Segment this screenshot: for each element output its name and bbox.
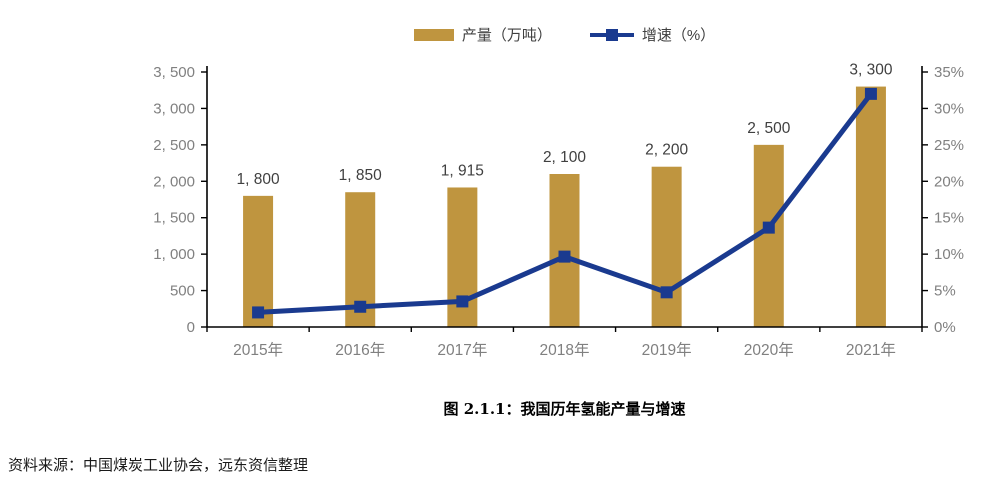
legend-label-growth: 增速（%） — [641, 26, 716, 44]
line-marker — [762, 221, 775, 234]
bar-value-label: 2, 200 — [645, 142, 688, 159]
legend-item-production: 产量（万吨） — [413, 26, 552, 44]
chart-svg: 1, 800 1, 850 1, 915 2, 100 2, 200 2, 500 3, 3… — [153, 62, 964, 359]
left-tick-label: 3, 500 — [153, 64, 195, 81]
left-tick-label: 3, 000 — [153, 100, 195, 117]
right-tick-label: 30% — [934, 100, 964, 117]
bar-value-label: 1, 915 — [441, 162, 484, 179]
chart-legend: 产量（万吨） 增速（%） — [207, 22, 922, 48]
right-tick-label: 5% — [934, 283, 956, 300]
left-tick-label: 500 — [170, 283, 195, 300]
bar — [243, 195, 274, 327]
bar — [651, 166, 682, 327]
right-tick-label: 20% — [934, 173, 964, 190]
line-marker — [558, 250, 571, 263]
bar-value-label: 2, 500 — [747, 120, 790, 137]
left-tick-label: 2, 000 — [153, 173, 195, 190]
right-tick-label: 25% — [934, 137, 964, 154]
left-tick-label: 2, 500 — [153, 137, 195, 154]
line-marker — [456, 295, 469, 308]
x-category-label: 2016年 — [335, 341, 385, 359]
right-tick-label: 10% — [934, 246, 964, 263]
left-tick-label: 0 — [187, 319, 195, 336]
bar-value-label: 1, 850 — [339, 167, 382, 184]
legend-label-production: 产量（万吨） — [461, 26, 552, 44]
x-category-label: 2015年 — [233, 341, 283, 359]
right-tick-label: 0% — [934, 319, 956, 336]
line-marker-swatch-icon — [589, 29, 634, 41]
line-marker — [660, 286, 673, 299]
bar-swatch-icon — [413, 29, 454, 41]
bar — [549, 174, 580, 327]
x-category-label: 2017年 — [437, 341, 487, 359]
right-tick-label: 35% — [934, 64, 964, 81]
line-marker — [354, 300, 367, 313]
left-tick-label: 1, 500 — [153, 210, 195, 227]
x-category-label: 2021年 — [846, 341, 896, 359]
source-note: 资料来源：中国煤炭工业协会，远东资信整理 — [8, 456, 309, 474]
figure-caption: 图 2.1.1：我国历年氢能产量与增速 — [443, 400, 686, 418]
right-tick-label: 15% — [934, 210, 964, 227]
line-marker — [864, 87, 877, 100]
bar — [855, 86, 886, 327]
legend-item-growth: 增速（%） — [589, 26, 716, 44]
bar-value-label: 1, 800 — [237, 171, 280, 188]
line-marker — [252, 306, 265, 319]
x-category-label: 2019年 — [642, 341, 692, 359]
bar-value-label: 3, 300 — [849, 62, 892, 79]
bar-value-label: 2, 100 — [543, 149, 586, 166]
left-tick-label: 1, 000 — [153, 246, 195, 263]
x-category-label: 2018年 — [540, 341, 590, 359]
x-category-label: 2020年 — [744, 341, 794, 359]
